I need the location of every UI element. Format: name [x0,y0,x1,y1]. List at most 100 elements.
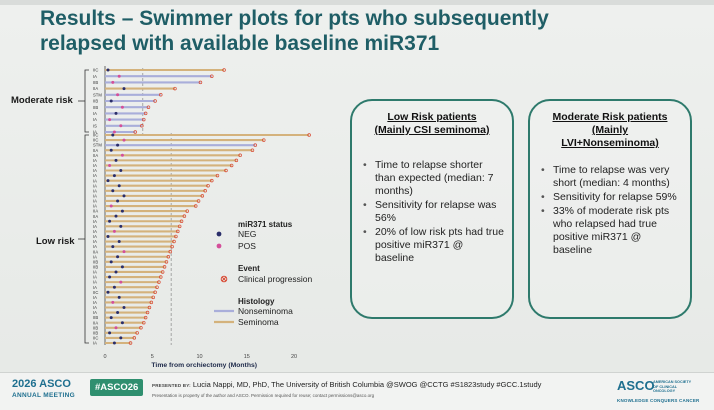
stage-label: IA [93,204,97,209]
stage-label: IA [93,254,97,259]
legend-pos-label: POS [238,241,256,251]
x-tick-label: 5 [151,354,154,360]
low-risk-bullet: Time to relapse shorter than expected (m… [363,159,504,198]
status-dot [112,285,116,289]
status-dot [106,179,110,183]
low-risk-box-title: Low Risk patients [387,111,477,123]
event-marker [164,260,169,264]
x-tick-label: 15 [244,354,250,360]
moderate-risk-box: Moderate Risk patients (Mainly LVI+Nonse… [528,99,692,319]
event-marker [222,68,226,72]
legend-event-title: Event [238,264,260,273]
event-marker [149,300,154,305]
event-marker [153,290,157,295]
event-marker [133,130,137,134]
meeting-label: ANNUAL MEETING [12,392,75,399]
asco-logo: ASCO AMERICAN SOCIETY OF CLINICAL ONCOLO… [617,379,700,407]
stage-label: IA [93,295,97,300]
legend-event-marker [220,275,228,283]
moderate-risk-bullet: Sensitivity for relapse 59% [541,191,682,204]
status-dot [109,204,113,208]
low-risk-bracket [84,134,89,344]
event-marker [139,326,143,330]
status-dot [120,153,124,157]
stage-label: IIB [93,99,98,104]
event-marker [185,209,189,213]
stage-label: IA [93,270,97,275]
stage-label: IIA [93,249,98,254]
status-dot [117,184,121,188]
status-dot [119,280,123,284]
low-risk-bullet: Sensitivity for relapse was 56% [363,199,504,225]
presented-by-label: PRESENTED BY: [152,383,191,388]
stage-label: IIA [93,320,98,325]
status-dot [122,250,126,254]
event-marker [253,143,258,147]
status-dot [109,260,113,264]
event-marker [196,199,201,203]
stage-label: IA [93,178,97,183]
status-dot [108,275,112,279]
stage-label: IIB [93,265,98,270]
status-dot [116,311,120,315]
stage-label: IA [93,224,97,229]
status-dot [109,99,113,103]
status-dot [114,270,118,274]
asco-tagline: KNOWLEDGE CONQUERS CANCER [617,398,700,403]
moderate-risk-box-subtitle: (Mainly [591,124,629,136]
legend-neg-dot [216,231,222,237]
event-marker [198,80,203,85]
event-marker [238,153,242,158]
legend-status-title: miR371 status [238,220,293,229]
stage-label: IIB [93,259,98,264]
status-dot [111,133,115,137]
legend-event-label: Clinical progression [238,274,312,284]
stage-label: IA [93,199,97,204]
event-marker [307,133,311,137]
status-dot [114,158,118,162]
status-dot [116,255,120,259]
event-marker [262,138,266,142]
status-dot [122,305,126,309]
event-marker [153,99,157,103]
event-marker [168,249,172,254]
stage-label: IIC [93,133,98,138]
moderate-risk-bracket [84,69,89,133]
disclaimer: Presentation is property of the author a… [152,393,375,398]
stage-label: IA [93,234,97,239]
stage-label: IS [93,123,97,128]
status-dot [108,118,112,122]
event-marker [160,270,165,274]
asco-logo-text: ASCO [617,378,655,393]
stage-label: IIA [93,86,98,91]
moderate-risk-box-subtitle-2: LVI+Nonseminoma) [561,137,659,149]
event-marker [146,105,151,109]
event-marker [145,310,150,315]
event-marker [174,234,178,239]
event-marker [206,183,210,188]
low-risk-label: Low risk [36,236,75,247]
status-dot [122,138,126,142]
stage-label: IA [93,74,97,79]
stage-label: IIC [93,290,98,295]
status-dot [111,189,115,193]
stage-label: IIB [93,325,98,330]
stage-label: IA [93,193,97,198]
stage-label: IIB [93,315,98,320]
stage-label: IA [93,341,97,346]
hashtag-badge: #ASCO26 [90,379,144,396]
stage-label: IA [93,163,97,168]
legend-neg-label: NEG [238,229,256,239]
footer: 2026 ASCO ANNUAL MEETING #ASCO26 PRESENT… [0,372,714,410]
moderate-risk-label: Moderate risk [11,95,73,106]
stage-label: IA [93,239,97,244]
moderate-risk-bullets: Time to relapse was very short (median: … [541,164,682,257]
stage-label: IA [93,219,97,224]
status-dot [108,219,112,223]
moderate-risk-bullet: 33% of moderate risk pts who relapsed ha… [541,205,682,257]
event-marker [141,117,146,122]
low-risk-bullets: Time to relapse shorter than expected (m… [363,159,504,265]
legend-seminoma-label: Seminoma [238,317,279,327]
status-dot [112,174,116,178]
status-dot [120,265,124,269]
